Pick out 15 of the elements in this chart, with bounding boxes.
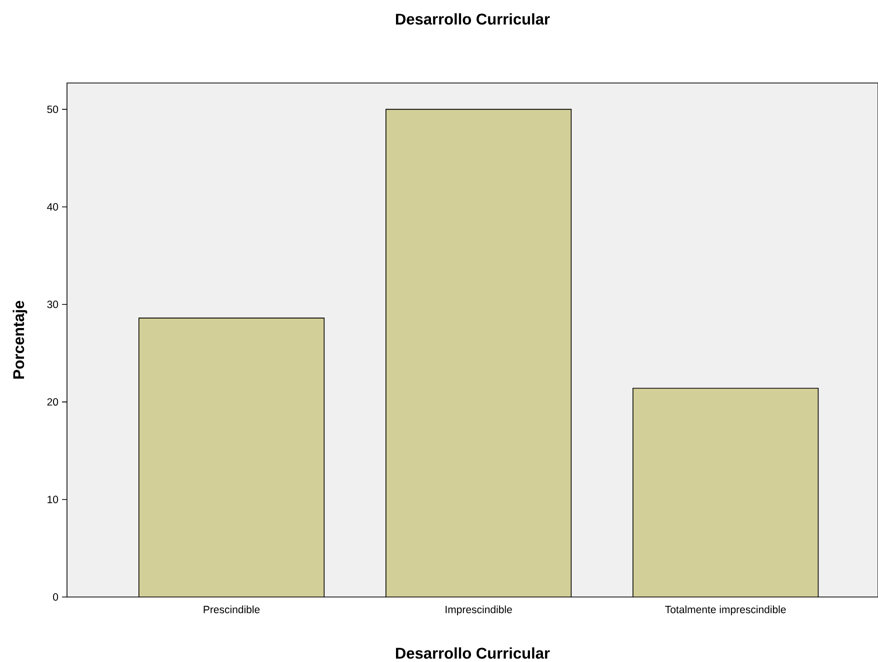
y-tick-label: 50 xyxy=(47,106,58,114)
y-tick-label: 20 xyxy=(47,398,58,406)
x-tick-label: Imprescindible xyxy=(446,606,512,616)
y-tick-label: 40 xyxy=(47,203,58,211)
bar xyxy=(386,108,572,597)
bar xyxy=(138,318,324,597)
bar xyxy=(632,388,819,597)
y-tick-label: 30 xyxy=(47,300,58,308)
y-tick-label: 0 xyxy=(53,593,58,601)
y-axis-title: Porcentaje xyxy=(12,300,28,379)
x-tick-label: Totalmente imprescindible xyxy=(665,606,786,616)
y-tick-label: 10 xyxy=(48,496,58,504)
x-axis-title: Desarrollo Curricular xyxy=(396,647,550,659)
x-tick-label: Prescindible xyxy=(204,606,260,614)
chart-title: Desarrollo Curricular xyxy=(396,13,550,25)
